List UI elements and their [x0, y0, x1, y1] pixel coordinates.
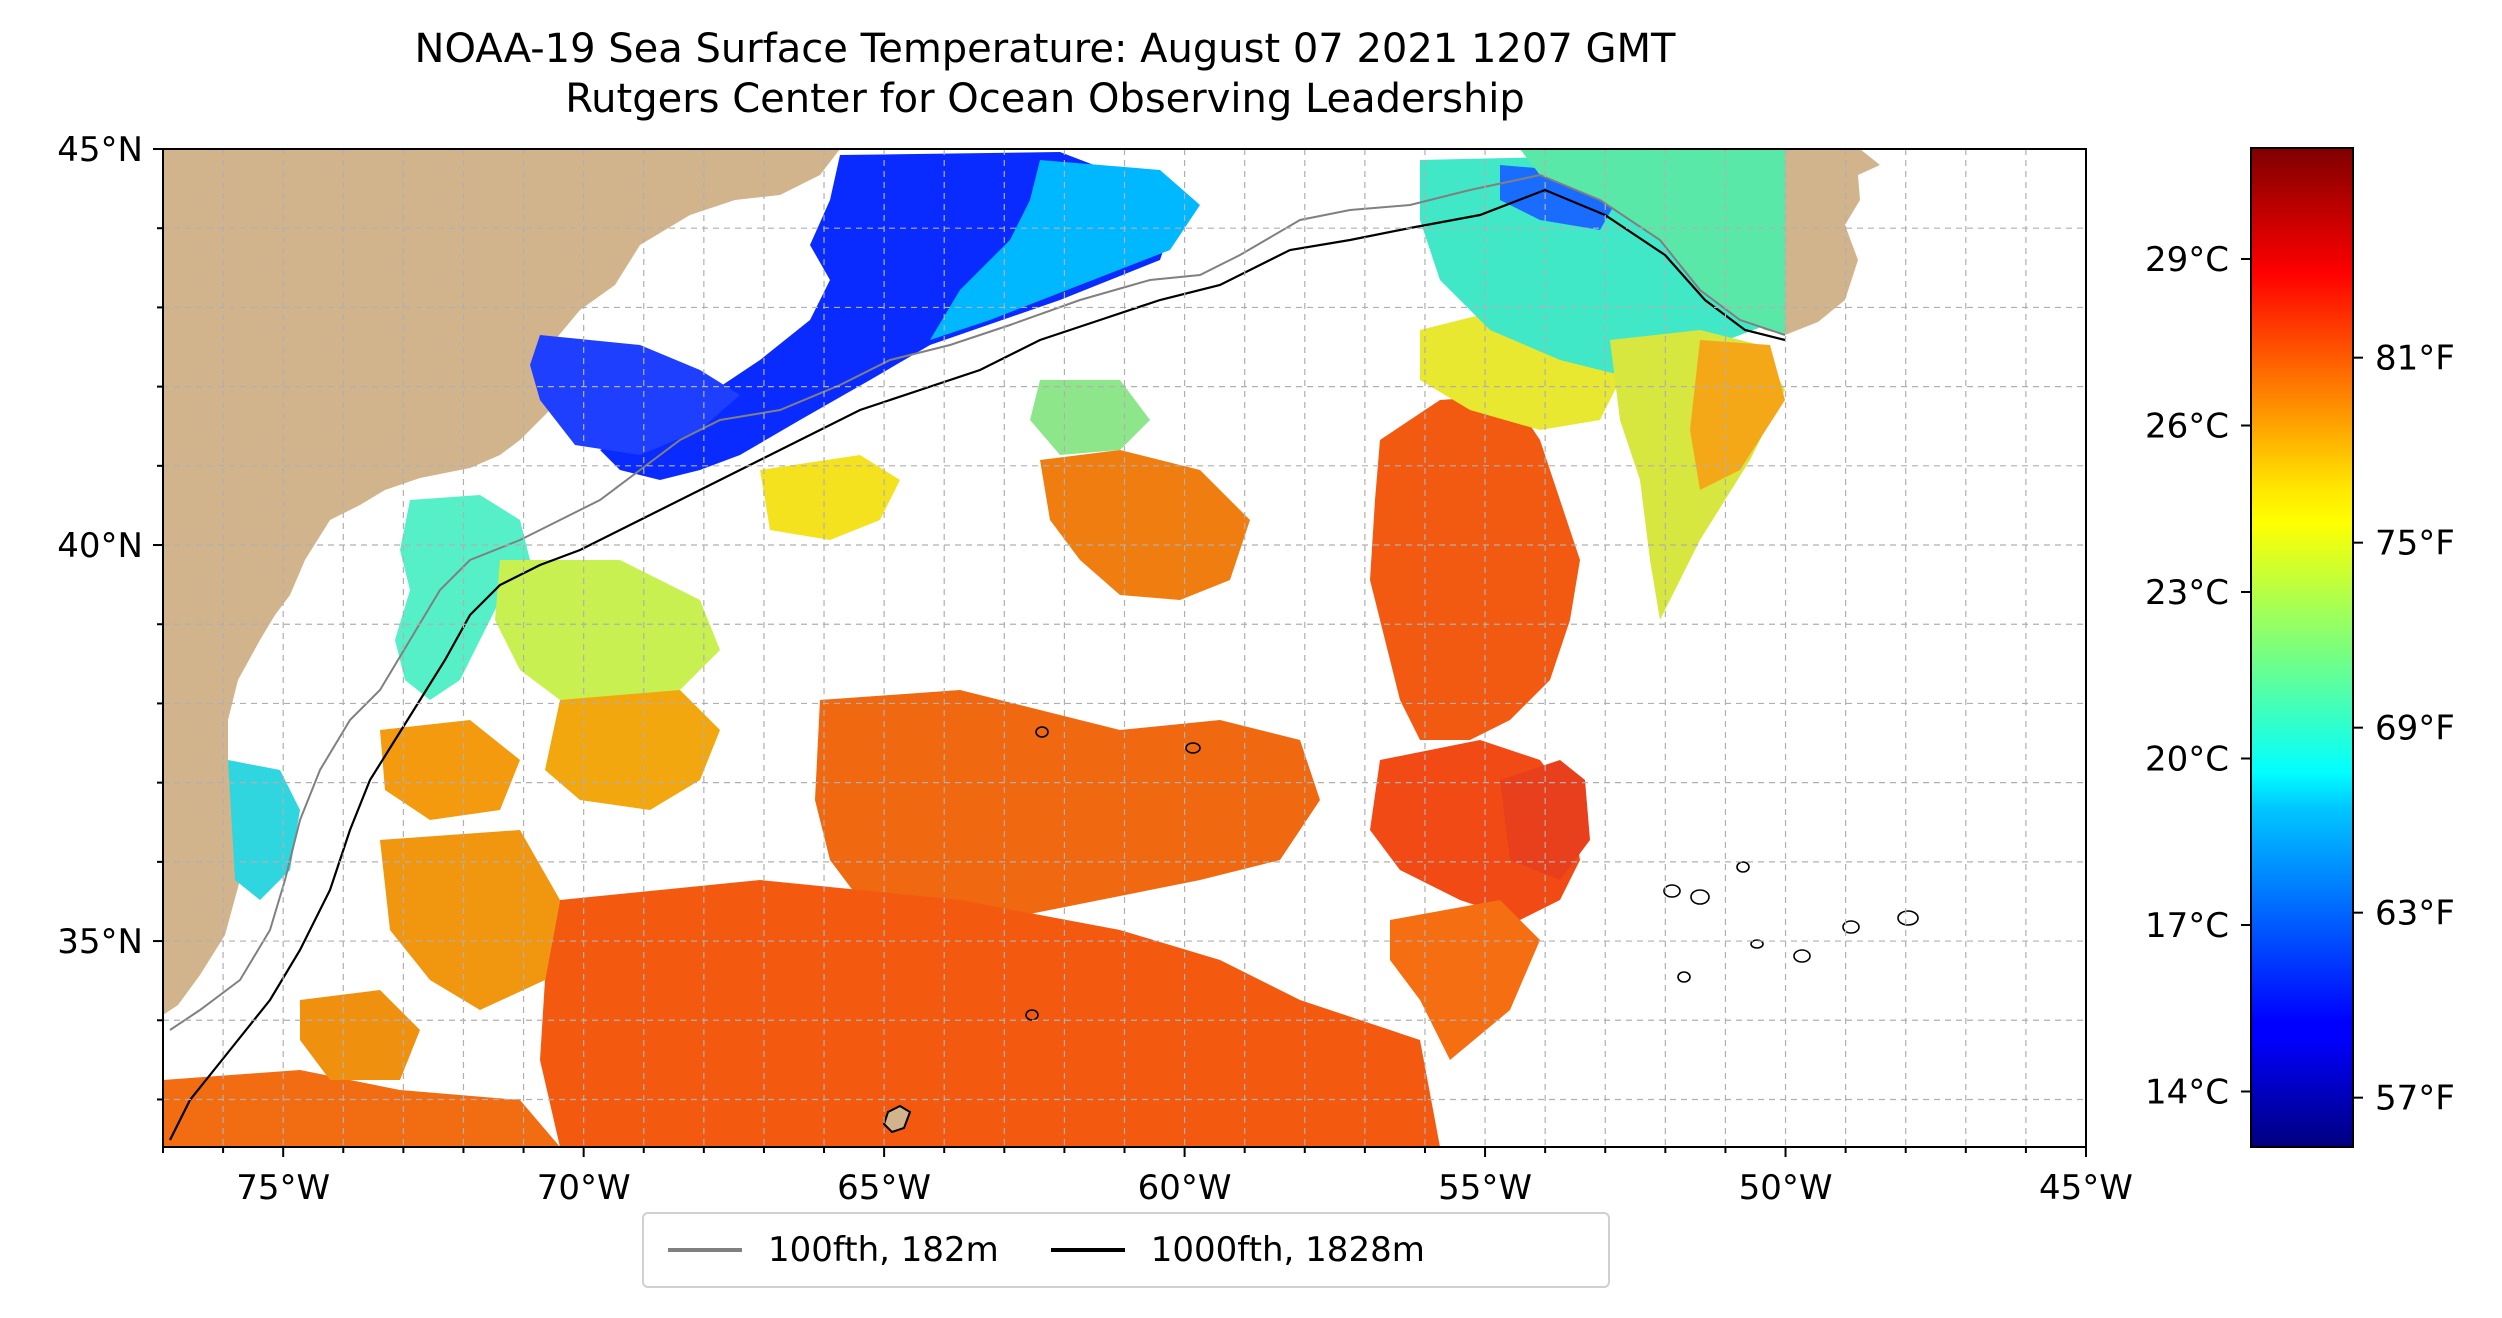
isobath-1000fth: [169, 188, 1786, 1141]
sst-patch-southwest: [380, 830, 560, 1010]
sst-patch-offshore-green: [1030, 380, 1150, 455]
legend-swatch-1000fth: [1050, 1248, 1125, 1252]
sst-patch-offshore-north: [1040, 450, 1250, 600]
sst-patch-northeast-blue: [1500, 165, 1620, 230]
legend-label-100fth: 100fth, 182m: [768, 1230, 999, 1270]
sst-patch-left-orange: [380, 720, 520, 820]
sst-patch-east-large: [1370, 395, 1580, 740]
map-area: [163, 149, 2086, 1147]
legend-swatch-100fth: [668, 1248, 742, 1252]
seamount: [1185, 742, 1201, 754]
sst-patch-south-coast-orange: [300, 990, 420, 1080]
seamount: [1736, 861, 1750, 873]
sst-patch-slope-yellow: [760, 455, 900, 540]
sst-patch-long-island: [530, 335, 740, 455]
colorbar: 29°C 26°C 23°C 20°C 17°C 14°C 81°F 75°F 69°F 63°…: [2145, 147, 2455, 1148]
sst-patch-southern: [540, 880, 1440, 1147]
seamount: [1663, 884, 1681, 898]
legend-item-100fth: 100fth, 182m: [668, 1230, 999, 1270]
gridlines: [163, 149, 2086, 1147]
lon-tick-label: 70°W: [537, 1168, 631, 1208]
colorbar-celsius-label: 23°C: [2145, 573, 2229, 613]
lon-tick-label: 45°W: [2039, 1168, 2133, 1208]
sst-patch-southwest-coast: [163, 1070, 560, 1147]
seamount: [1750, 939, 1764, 949]
lon-tick-label: 50°W: [1739, 1168, 1833, 1208]
legend-label-1000fth: 1000fth, 1828m: [1150, 1230, 1425, 1270]
colorbar-fahrenheit-label: 75°F: [2375, 524, 2455, 564]
legend-item-1000fth: 1000fth, 1828m: [1050, 1230, 1425, 1270]
title-line-2: Rutgers Center for Ocean Observing Leade…: [565, 76, 1525, 122]
longitude-axis: 75°W 70°W 65°W 60°W 55°W 50°W 45°W: [162, 1147, 2133, 1208]
sst-patch-central: [815, 690, 1320, 930]
lon-tick-label: 55°W: [1438, 1168, 1532, 1208]
sst-patch-nj-shelf: [395, 495, 530, 700]
lon-tick-label: 60°W: [1138, 1168, 1232, 1208]
seamounts: [1025, 726, 1919, 1021]
sst-patches: [163, 149, 1785, 1147]
colorbar-celsius-label: 26°C: [2145, 407, 2229, 447]
sst-patch-hatteras-cyan: [228, 760, 300, 900]
sst-patch-mid-shelf: [495, 560, 720, 710]
title-line-1: NOAA-19 Sea Surface Temperature: August …: [414, 26, 1676, 72]
map-title: NOAA-19 Sea Surface Temperature: August …: [160, 24, 1930, 124]
latitude-axis: 45°N 40°N 35°N: [57, 130, 163, 1101]
colorbar-fahrenheit-label: 69°F: [2375, 709, 2455, 749]
lat-tick-label: 40°N: [57, 526, 143, 566]
sst-patch-northeast-orange: [1690, 340, 1785, 490]
colorbar-celsius-label: 29°C: [2145, 240, 2229, 280]
colorbar-fahrenheit-axis: 81°F 75°F 69°F 63°F 57°F: [2353, 339, 2455, 1119]
sst-patch-shelf-orange: [545, 690, 720, 810]
colorbar-celsius-label: 20°C: [2145, 740, 2229, 780]
colorbar-fahrenheit-label: 57°F: [2375, 1079, 2455, 1119]
seamount: [1897, 910, 1919, 926]
colorbar-celsius-label: 14°C: [2145, 1073, 2229, 1113]
colorbar-fahrenheit-label: 63°F: [2375, 894, 2455, 934]
bermuda-island: [882, 1104, 912, 1134]
sst-patch-east-lower: [1390, 900, 1540, 1060]
lon-tick-label: 75°W: [236, 1168, 330, 1208]
colorbar-gradient: [2250, 147, 2354, 1148]
seamount: [1690, 889, 1710, 905]
isobath-100fth: [169, 173, 1786, 1031]
seamount: [1793, 949, 1811, 963]
sst-patch-northeast-swath: [1520, 149, 1785, 335]
seamount: [1842, 920, 1860, 934]
colorbar-celsius-axis: 29°C 26°C 23°C 20°C 17°C 14°C: [2145, 240, 2251, 1113]
lat-tick-label: 35°N: [57, 922, 143, 962]
colorbar-fahrenheit-label: 81°F: [2375, 339, 2455, 379]
seamount: [1677, 971, 1691, 983]
colorbar-celsius-label: 17°C: [2145, 906, 2229, 946]
land-north-america: [163, 149, 840, 1015]
lat-tick-label: 45°N: [57, 130, 143, 170]
seamount: [1035, 726, 1049, 738]
isobath-legend: 100fth, 182m 1000fth, 1828m: [642, 1212, 1610, 1288]
lon-tick-label: 65°W: [837, 1168, 931, 1208]
